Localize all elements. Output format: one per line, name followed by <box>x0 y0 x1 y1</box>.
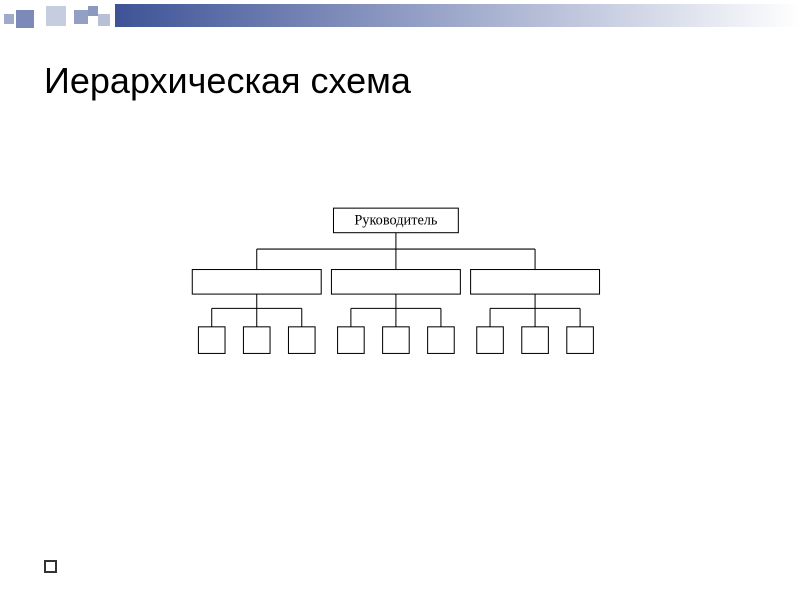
svg-text:Руководитель: Руководитель <box>354 213 438 229</box>
bullet-marker <box>44 560 57 573</box>
slide-title: Иерархическая схема <box>44 60 411 102</box>
hierarchy-diagram: Руководитель <box>180 200 620 380</box>
